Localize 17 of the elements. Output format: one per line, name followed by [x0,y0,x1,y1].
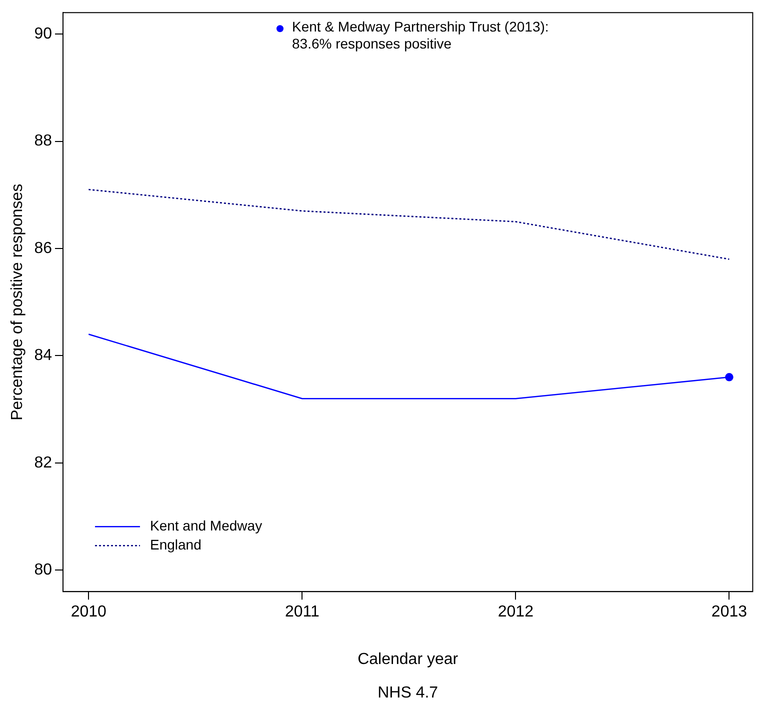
x-tick-label: 2012 [498,604,534,621]
x-tick-label: 2013 [711,604,748,621]
y-tick-label: 86 [34,240,52,257]
legend-label: Kent & Medway Partnership Trust (2013): 83.6% responses positive [292,18,549,52]
y-tick-label: 80 [34,562,52,579]
y-tick-label: 82 [34,454,52,472]
y-tick-label: 88 [34,132,52,150]
y-axis-title: Percentage of positive responses [9,184,26,420]
x-tick-label: 2011 [284,604,320,621]
legend-label: England [150,536,202,552]
legend-label: Kent and Medway [150,517,262,534]
y-tick-label: 90 [34,25,52,42]
x-tick-label: 2010 [70,604,107,621]
x-axis-title: Calendar year [358,650,459,668]
y-tick-label: 84 [34,347,52,364]
line-series [88,188,730,260]
text: NHS 4.7 [378,684,438,702]
